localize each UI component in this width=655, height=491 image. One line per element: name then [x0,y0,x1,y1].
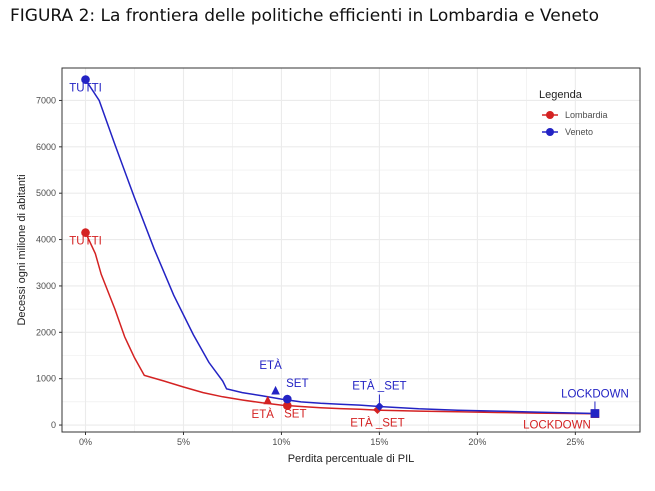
y-tick-label: 3000 [36,281,56,291]
veneto-label-età-set: ETÀ _SET [352,379,406,392]
y-axis-title: Decessi ogni milione di abitanti [16,174,28,325]
lombardia-label-set: SET [284,409,306,421]
lombardia-label-lockdown: LOCKDOWN [523,420,591,432]
y-tick-label: 6000 [36,142,56,152]
x-tick-label: 5% [177,437,190,447]
legend-title: Legenda [539,89,583,101]
y-tick-label: 5000 [36,188,56,198]
veneto-marker-tutti [81,75,90,84]
legend-entry-veneto: Veneto [565,127,593,137]
series-line-lombardia [84,232,595,415]
veneto-label-tutti: TUTTI [69,83,102,95]
x-axis-title: Perdita percentuale di PIL [288,453,415,465]
panel-border [61,67,641,433]
veneto-label-set: SET [286,378,308,390]
legend-key-marker [546,128,554,136]
y-tick-label: 0 [51,420,56,430]
figure-title: FIGURA 2: La frontiera delle politiche e… [10,6,599,26]
y-tick-label: 7000 [36,95,56,105]
lombardia-marker-tutti [81,228,90,237]
legend-entry-lombardia: Lombardia [565,110,608,120]
lombardia-marker-età [263,395,273,405]
x-tick-label: 0% [79,437,92,447]
veneto-marker-età-set [375,402,384,411]
x-tick-label: 20% [468,437,486,447]
legend-key-marker [546,111,554,119]
lombardia-marker-set [283,401,292,410]
lombardia-label-età-set: ETÀ _SET [350,417,404,430]
lombardia-marker-età-set [373,405,382,415]
veneto-label-età: ETÀ [259,359,282,372]
y-tick-label: 2000 [36,327,56,337]
series-line-veneto [84,79,595,415]
lombardia-label-età: ETÀ [252,408,275,421]
x-tick-label: 10% [272,437,290,447]
x-tick-label: 15% [370,437,388,447]
veneto-label-lockdown: LOCKDOWN [561,388,629,400]
veneto-marker-lockdown [590,409,600,418]
plot-panel [62,68,640,432]
veneto-marker-set [283,394,292,404]
y-tick-label: 1000 [36,374,56,384]
veneto-marker-età [271,385,280,395]
x-tick-label: 25% [566,437,584,447]
lombardia-label-tutti: TUTTI [69,236,102,248]
y-tick-label: 4000 [36,235,56,245]
